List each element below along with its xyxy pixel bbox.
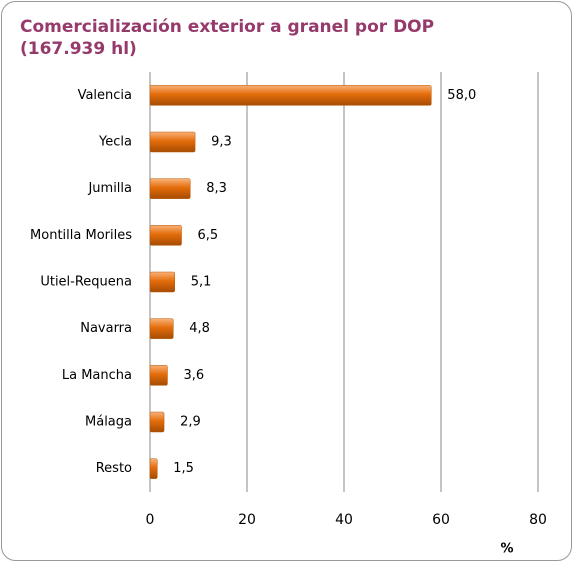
bar [149,131,196,153]
bar [149,411,165,433]
bar [149,458,158,479]
y-tick-label: Navarra [80,321,132,336]
bar [149,271,175,293]
y-tick-label: La Mancha [62,368,132,383]
value-label: 8,3 [206,181,227,196]
y-tick-label: Montilla Moriles [30,228,132,243]
bar [149,178,191,199]
x-axis-label: % [500,542,513,557]
value-label: 58,0 [447,88,476,103]
y-tick-label: Valencia [78,88,132,103]
value-label: 5,1 [191,275,212,290]
value-label: 3,6 [183,368,204,383]
value-label: 4,8 [189,321,210,336]
bar [149,365,168,386]
y-tick-label: Málaga [85,415,132,430]
x-tick-label: 60 [432,512,450,528]
bar [149,85,432,106]
y-tick-label: Utiel-Requena [40,275,132,290]
x-tick-label: 20 [238,512,256,528]
y-tick-label: Yecla [98,135,132,150]
value-label: 6,5 [198,228,219,243]
x-tick-label: 80 [529,512,547,528]
x-tick-label: 40 [335,512,353,528]
bar [149,318,174,339]
value-label: 9,3 [211,135,232,150]
value-label: 1,5 [173,461,194,476]
chart-title: Comercialización exterior a granel por D… [20,17,435,59]
y-tick-label: Resto [96,461,132,476]
x-tick-label: 0 [146,512,155,528]
bar [149,225,182,246]
y-tick-label: Jumilla [87,181,132,196]
value-label: 2,9 [180,415,201,430]
